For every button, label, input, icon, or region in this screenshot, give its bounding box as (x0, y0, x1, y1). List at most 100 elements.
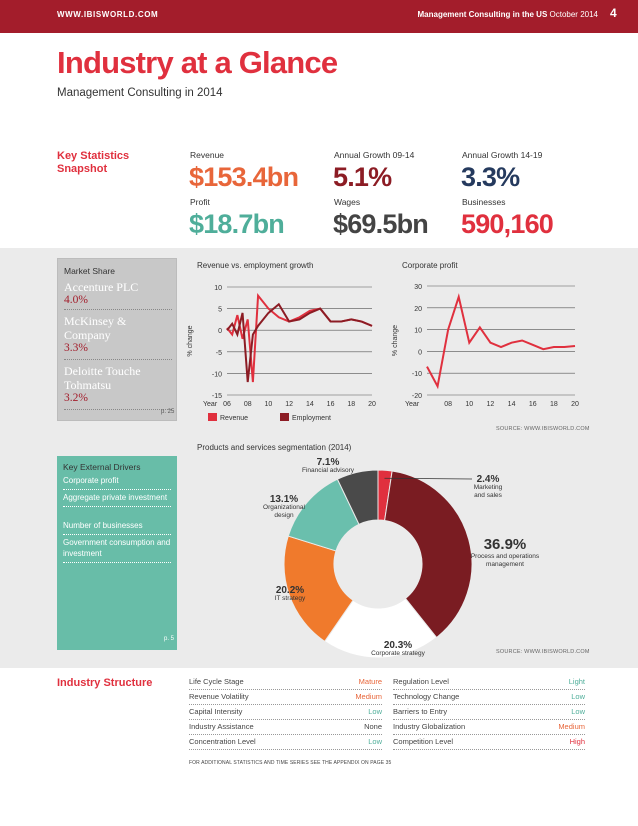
slice-name-label: Process and operations management (471, 553, 540, 568)
y-axis-label: % change (187, 325, 194, 356)
driver-item: Corporate profit (63, 475, 171, 490)
structure-label: Life Cycle Stage (189, 677, 244, 686)
x-axis-label: Year (405, 401, 420, 408)
x-tick-label: 14 (508, 401, 516, 408)
structure-row: Life Cycle Stage Mature (189, 675, 382, 690)
external-drivers-panel: Key External Drivers Corporate profit Ag… (57, 456, 177, 650)
market-share-item: McKinsey & Company 3.3% (64, 314, 172, 360)
page-subtitle: Management Consulting in 2014 (57, 87, 223, 99)
structure-row: Industry Globalization Medium (393, 720, 585, 735)
y-tick-label: 20 (414, 306, 422, 313)
x-tick-label: 14 (306, 401, 314, 408)
structure-value: High (569, 737, 585, 746)
page-number: 4 (610, 6, 617, 20)
structure-label: Regulation Level (393, 677, 449, 686)
chart1-title: Revenue vs. employment growth (197, 261, 314, 270)
structure-row: Technology Change Low (393, 690, 585, 705)
y-tick-label: 10 (214, 285, 222, 292)
website-url[interactable]: WWW.IBISWORLD.COM (57, 10, 159, 19)
source-note: SOURCE: WWW.IBISWORLD.COM (496, 649, 590, 655)
company-share: 4.0% (64, 294, 88, 306)
structure-row: Revenue Volatility Medium (189, 690, 382, 705)
header-bar: WWW.IBISWORLD.COM Management Consulting … (0, 0, 638, 33)
structure-value: Low (571, 692, 585, 701)
x-tick-label: 06 (223, 401, 231, 408)
y-tick-label: -10 (412, 371, 422, 378)
legend-swatch (208, 413, 217, 421)
source-note: SOURCE: WWW.IBISWORLD.COM (496, 426, 590, 432)
stat-profit-value: $18.7bn (189, 209, 285, 239)
x-tick-label: 12 (487, 401, 495, 408)
chart2-title: Corporate profit (402, 261, 458, 270)
leader-line (384, 477, 473, 480)
slice-pct-label: 7.1% (317, 457, 340, 468)
y-tick-label: 30 (414, 284, 422, 291)
driver-item: Aggregate private investment (63, 492, 171, 507)
x-tick-label: 20 (571, 401, 579, 408)
structure-label: Industry Assistance (189, 722, 254, 731)
structure-label: Competition Level (393, 737, 454, 746)
slice-name-label: IT strategy (275, 595, 306, 602)
structure-row: Industry Assistance None (189, 720, 382, 735)
stat-profit-label: Profit (190, 197, 210, 207)
x-tick-label: 12 (285, 401, 293, 408)
x-tick-label: 10 (465, 401, 473, 408)
x-tick-label: 10 (265, 401, 273, 408)
stat-businesses-value: 590,160 (461, 209, 554, 239)
report-date: October 2014 (549, 10, 598, 19)
stat-revenue-label: Revenue (190, 150, 225, 160)
stat-revenue-value: $153.4bn (189, 162, 299, 192)
structure-value: Low (571, 707, 585, 716)
structure-label: Industry Globalization (393, 722, 466, 731)
legend-label: Revenue (220, 415, 248, 422)
structure-value: None (364, 722, 382, 731)
structure-label: Barriers to Entry (393, 707, 448, 716)
page-title: Industry at a Glance (57, 45, 338, 80)
external-drivers-title: Key External Drivers (63, 462, 141, 472)
key-stats-label-line1: Key Statistics (57, 150, 130, 162)
structure-row: Regulation Level Light (393, 675, 585, 690)
stat-wages-label: Wages (334, 197, 361, 207)
y-tick-label: 0 (218, 328, 222, 335)
market-share-page-ref: p. 25 (161, 409, 175, 415)
industry-structure-title: Industry Structure (57, 677, 153, 689)
structure-label: Concentration Level (189, 737, 256, 746)
company-share: 3.3% (64, 342, 88, 354)
report-name: Management Consulting in the US (417, 10, 548, 19)
corporate-profit-chart: 30 20 10 0 -10 -20 % change Year 08 10 12 14 16 18 20 (392, 284, 579, 408)
y-tick-label: 0 (418, 349, 422, 356)
slice-name-label: Corporate strategy (371, 650, 426, 657)
structure-footnote: FOR ADDITIONAL STATISTICS AND TIME SERIE… (189, 760, 392, 766)
slice-name-label: Financial advisory (302, 467, 355, 474)
y-tick-label: -20 (412, 393, 422, 400)
x-tick-label: 20 (368, 401, 376, 408)
chart3-title-year: (2014) (328, 443, 352, 452)
report-title: Management Consulting in the US October … (418, 10, 599, 19)
structure-row: Barriers to Entry Low (393, 705, 585, 720)
structure-label: Revenue Volatility (189, 692, 249, 701)
y-tick-label: -5 (216, 350, 222, 357)
x-axis-label: Year (203, 401, 218, 408)
structure-value: Low (368, 737, 382, 746)
slice-pct-label: 20.2% (276, 585, 304, 596)
stat-growth-1419-value: 3.3% (461, 162, 520, 192)
company-name: Accenture PLC (64, 280, 139, 294)
structure-label: Capital Intensity (189, 707, 243, 716)
legend-swatch (280, 413, 289, 421)
y-tick-label: 5 (218, 307, 222, 314)
x-tick-label: 16 (327, 401, 335, 408)
chart3-title-text: Products and services segmentation (197, 443, 326, 452)
stat-growth-1419-label: Annual Growth 14-19 (462, 150, 543, 160)
structure-value: Light (568, 677, 585, 686)
market-share-item: Accenture PLC 4.0% (64, 280, 172, 310)
slice-name-label: Marketing and sales (474, 484, 503, 499)
legend-label: Employment (292, 415, 331, 422)
donut-slice-financial-advisory (336, 469, 379, 525)
x-tick-label: 08 (244, 401, 252, 408)
market-share-panel: Market Share Accenture PLC 4.0% McKinsey… (57, 258, 177, 421)
x-tick-label: 18 (550, 401, 558, 408)
market-share-item: Deloitte Touche Tohmatsu 3.2% (64, 364, 172, 410)
y-tick-label: 10 (414, 328, 422, 335)
revenue-employment-chart: 10 5 0 -5 -10 -15 % change Year 06 08 10 12 14 16 18 20… (187, 285, 376, 422)
donut-slice-process-and-operations-management (384, 470, 473, 639)
